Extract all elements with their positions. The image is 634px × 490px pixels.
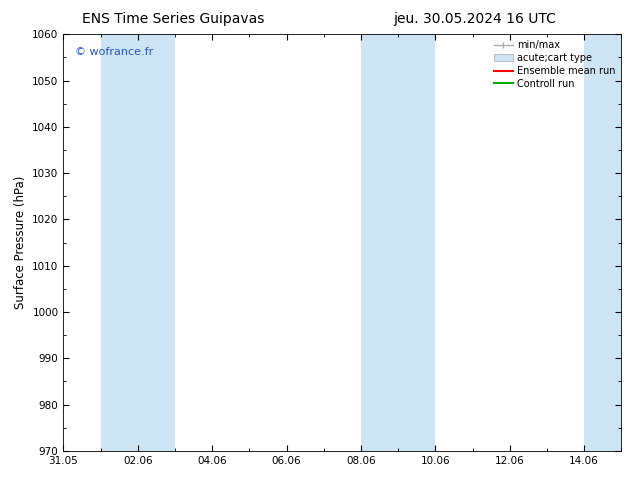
Bar (101, 34, 175, 451)
Bar (361, 34, 436, 451)
Text: jeu. 30.05.2024 16 UTC: jeu. 30.05.2024 16 UTC (393, 12, 556, 26)
Bar (584, 34, 621, 451)
Text: ENS Time Series Guipavas: ENS Time Series Guipavas (82, 12, 265, 26)
Text: © wofrance.fr: © wofrance.fr (75, 47, 153, 57)
Legend: min/max, acute;cart type, Ensemble mean run, Controll run: min/max, acute;cart type, Ensemble mean … (489, 36, 619, 93)
Y-axis label: Surface Pressure (hPa): Surface Pressure (hPa) (14, 176, 27, 309)
